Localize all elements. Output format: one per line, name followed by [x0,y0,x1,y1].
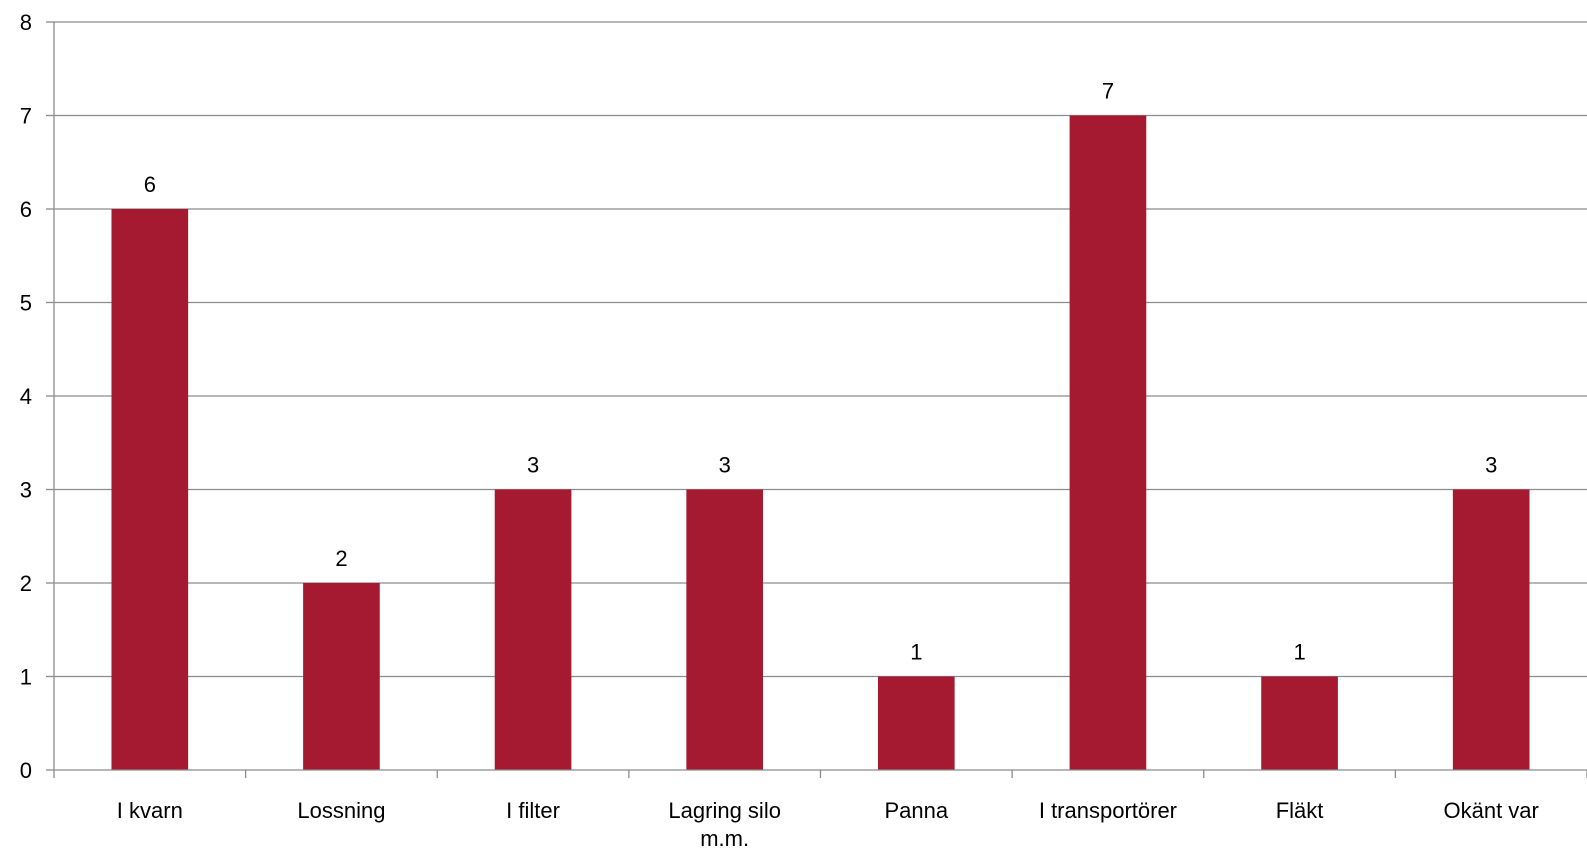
x-tick-label: I transportörer [1039,798,1177,823]
y-tick-label: 6 [20,197,32,222]
data-label: 7 [1102,79,1114,104]
data-label: 2 [335,546,347,571]
x-tick-label: Okänt var [1444,798,1539,823]
x-tick-label-line: Panna [885,798,949,823]
y-tick-label: 1 [20,665,32,690]
y-tick-label: 0 [20,758,32,783]
x-tick-label: Lagring silo m.m. [668,798,781,851]
x-tick-label: I filter [506,798,560,823]
x-tick-label-line: m.m. [700,826,749,851]
x-tick-label: Panna [885,798,949,823]
x-tick-label-line: Okänt var [1444,798,1539,823]
data-label: 3 [527,453,539,478]
x-tick-label-line: I transportörer [1039,798,1177,823]
bar [1452,489,1530,770]
bars [111,115,1530,770]
x-tick-label-line: I kvarn [117,798,183,823]
x-tick-label-line: Lossning [297,798,385,823]
x-tick-label: Fläkt [1276,798,1324,823]
bar [1069,115,1147,770]
y-tick-label: 5 [20,291,32,316]
bar [686,489,764,770]
bar [494,489,572,770]
x-tick-label: I kvarn [117,798,183,823]
x-tick-label-line: Lagring silo [668,798,781,823]
x-tick-label-line: Fläkt [1276,798,1324,823]
data-label: 1 [1293,640,1305,665]
y-tick-label: 4 [20,384,32,409]
bar [303,583,380,770]
x-tick-label-line: I filter [506,798,560,823]
y-tick-label: 7 [20,104,32,129]
data-label: 3 [1485,453,1497,478]
gridlines [54,21,1587,678]
y-tick-label: 8 [20,10,32,35]
bar [111,209,189,770]
y-tick-label: 3 [20,478,32,503]
data-label: 3 [719,453,731,478]
axes [46,21,1587,778]
x-tick-label: Lossning [297,798,385,823]
y-tick-label: 2 [20,571,32,596]
data-label: 1 [910,640,922,665]
bar [877,676,955,770]
data-label: 6 [144,172,156,197]
bar [1261,676,1338,770]
